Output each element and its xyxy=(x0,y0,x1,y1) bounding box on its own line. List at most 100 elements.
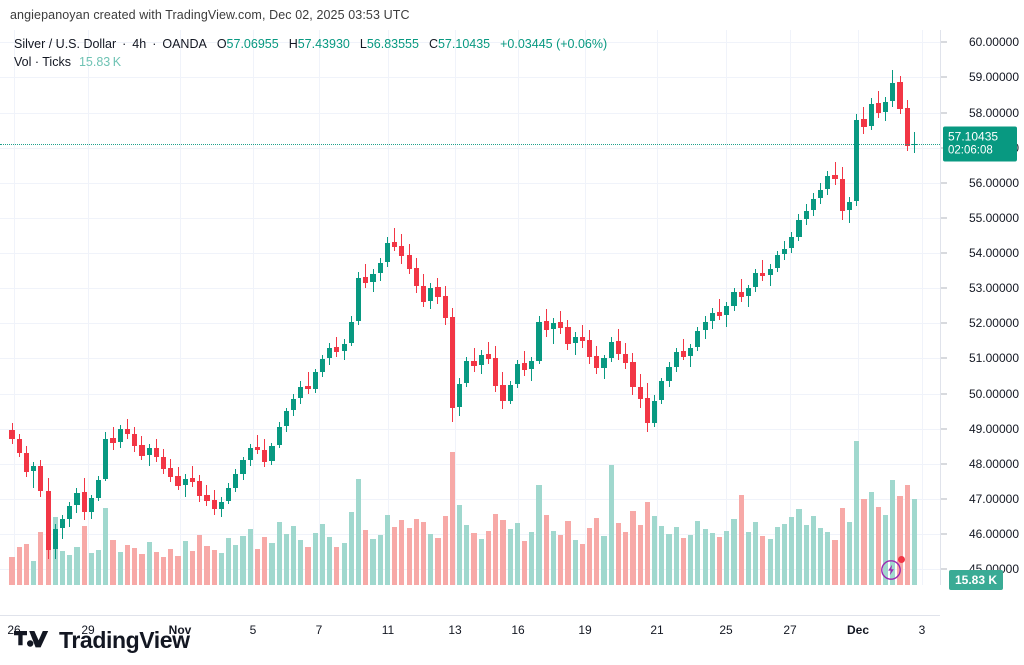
volume-bar xyxy=(319,524,326,585)
volume-bar xyxy=(413,518,419,585)
volume-value-badge[interactable]: 15.83 K xyxy=(949,570,1004,590)
volume-bar xyxy=(868,491,874,585)
volume-bar xyxy=(290,526,297,585)
price-axis-tick-mark xyxy=(941,498,947,500)
candle-wick xyxy=(488,341,490,364)
price-axis[interactable]: 60.0000059.0000058.0000057.0000056.00000… xyxy=(940,30,1024,590)
time-axis-tick-label: 19 xyxy=(578,623,592,637)
candle-body xyxy=(290,398,297,411)
candle-body xyxy=(240,460,246,474)
candle-body xyxy=(861,118,867,127)
volume-bar xyxy=(695,520,701,585)
volume-bar xyxy=(406,528,412,585)
volume-bar xyxy=(832,539,838,585)
price-axis-tick-mark xyxy=(941,463,947,465)
candle-body xyxy=(868,103,874,126)
volume-bar xyxy=(572,539,578,585)
price-axis-tick-mark xyxy=(941,568,947,570)
volume-bar xyxy=(485,531,492,585)
volume-bar xyxy=(514,522,520,585)
volume-bar xyxy=(442,516,448,585)
gridline-vertical xyxy=(180,30,181,585)
price-axis-tick-mark xyxy=(941,393,947,395)
volume-bar xyxy=(262,536,268,585)
volume-bar xyxy=(774,527,780,585)
volume-bar xyxy=(543,514,549,585)
price-axis-tick-mark xyxy=(941,182,947,184)
candle-body xyxy=(16,438,22,454)
volume-bar xyxy=(883,514,889,585)
candle-body xyxy=(493,358,499,386)
gridline-horizontal xyxy=(0,323,940,325)
candle-body xyxy=(204,495,210,501)
price-axis-tick-label: 52.00000 xyxy=(968,316,1019,331)
price-axis-tick-mark xyxy=(941,322,947,324)
gridline-horizontal xyxy=(0,253,940,255)
current-price-badge[interactable]: 57.10435 02:06:08 xyxy=(943,126,1017,162)
candle-body xyxy=(832,175,838,180)
price-axis-tick-label: 59.00000 xyxy=(968,70,1019,85)
volume-bar xyxy=(283,533,289,585)
volume-bar xyxy=(709,532,715,585)
candle-body xyxy=(413,268,419,287)
volume-bar xyxy=(818,528,824,585)
volume-bar xyxy=(615,523,622,585)
volume-bar xyxy=(233,545,239,585)
volume-bar xyxy=(355,479,362,585)
volume-bar xyxy=(608,465,614,585)
time-axis-tick-label: Nov xyxy=(168,623,192,637)
gridline-vertical xyxy=(253,30,254,585)
volume-bar xyxy=(702,528,708,585)
volume-bar xyxy=(861,498,867,585)
gridline-horizontal xyxy=(0,569,940,571)
candle-wick xyxy=(762,260,764,282)
price-axis-tick-mark xyxy=(941,357,947,359)
time-axis-tick-label: 21 xyxy=(650,623,664,637)
price-axis-tick-label: 49.00000 xyxy=(968,421,1019,436)
candle-body xyxy=(341,343,347,352)
volume-bar xyxy=(327,537,333,585)
candle-body xyxy=(464,361,470,383)
volume-bar xyxy=(16,547,22,585)
chart-plot-area[interactable] xyxy=(0,30,940,585)
candle-body xyxy=(659,381,665,400)
candle-body xyxy=(355,277,362,321)
gridline-horizontal xyxy=(0,358,940,360)
candle-body xyxy=(688,347,694,356)
price-axis-tick-label: 55.00000 xyxy=(968,210,1019,225)
candle-body xyxy=(319,359,326,372)
price-axis-tick-label: 47.00000 xyxy=(968,491,1019,506)
volume-bar xyxy=(211,550,217,585)
volume-bar xyxy=(218,553,224,585)
volume-bar xyxy=(81,525,87,585)
candle-body xyxy=(81,491,87,513)
candle-body xyxy=(449,317,455,408)
volume-bar xyxy=(392,527,398,585)
volume-bar xyxy=(254,548,261,585)
tradingview-logo-icon[interactable]: TradingView xyxy=(14,627,190,654)
volume-bar xyxy=(247,528,253,585)
candle-body xyxy=(226,488,232,502)
candle-wick xyxy=(574,332,576,355)
time-axis-tick-label: 11 xyxy=(381,623,395,637)
volume-bar xyxy=(839,507,845,585)
volume-bar xyxy=(630,510,636,585)
time-axis[interactable]: 26 29 Nov 5 7 11 13 16 19 21 25 27 Dec 3 xyxy=(0,615,940,646)
volume-bar xyxy=(399,520,405,585)
gridline-horizontal xyxy=(0,42,940,44)
lightning-bolt-icon[interactable] xyxy=(879,556,905,582)
volume-bar xyxy=(298,540,304,585)
candle-body xyxy=(175,476,181,486)
candle-body xyxy=(522,363,528,370)
candle-body xyxy=(543,320,549,330)
candle-body xyxy=(103,438,109,479)
candle-body xyxy=(182,478,188,485)
candle-wick xyxy=(914,132,915,154)
candle-body xyxy=(745,288,752,297)
candle-body xyxy=(753,273,759,288)
candle-body xyxy=(399,246,405,256)
gridline-vertical xyxy=(518,30,519,585)
volume-bar xyxy=(550,530,557,585)
volume-bar xyxy=(803,525,809,585)
candle-body xyxy=(839,178,845,211)
